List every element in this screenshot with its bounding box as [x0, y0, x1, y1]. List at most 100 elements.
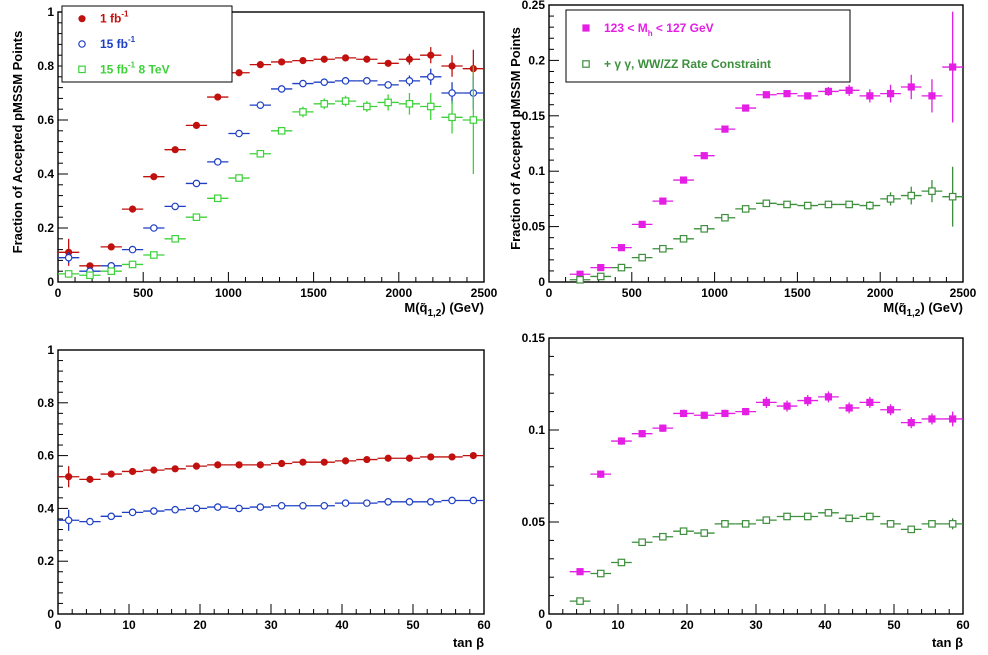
y-axis-label: Fraction of Accepted pMSSM Points — [508, 27, 523, 250]
data-point — [65, 473, 73, 481]
y-tick-label: 0.8 — [37, 59, 54, 73]
data-point — [150, 251, 158, 259]
data-point — [803, 201, 812, 210]
x-tick-label: 10 — [122, 618, 136, 632]
x-tick-label: 0 — [546, 618, 553, 632]
data-point — [171, 202, 179, 211]
data-point — [742, 407, 750, 416]
legend-entry: 15 fb-1 8 TeV — [100, 60, 170, 76]
data-point — [277, 501, 286, 510]
data-point — [469, 116, 478, 124]
data-point — [762, 398, 770, 407]
plot-frame — [57, 349, 485, 615]
data-point — [783, 402, 791, 410]
data-point — [679, 234, 688, 243]
data-point — [596, 569, 605, 578]
data-point — [700, 411, 708, 419]
data-point — [128, 467, 137, 476]
x-tick-label: 20 — [680, 618, 694, 632]
y-tick-label: 0.15 — [522, 109, 546, 123]
data-point — [721, 213, 729, 222]
data-point — [278, 459, 286, 468]
data-point — [213, 194, 222, 203]
legend-marker — [78, 65, 86, 74]
data-point — [928, 187, 936, 195]
legend: 1 fb-1 15 fb-1 15 fb-1 8 TeV — [61, 5, 233, 83]
data-point — [107, 267, 116, 276]
data-point — [742, 104, 750, 112]
data-point — [384, 497, 392, 506]
data-series — [58, 496, 484, 531]
data-point — [427, 453, 435, 461]
data-point — [907, 191, 916, 200]
data-point — [700, 225, 709, 233]
legend-marker — [582, 60, 590, 68]
data-point — [762, 91, 770, 99]
data-point — [277, 126, 286, 135]
x-tick-label: 50 — [887, 618, 901, 632]
data-point — [824, 87, 833, 96]
data-point — [679, 176, 688, 184]
y-tick-label: 0.6 — [37, 113, 54, 127]
y-tick-label: 0.25 — [522, 0, 546, 12]
data-point — [128, 260, 137, 269]
data-point — [721, 409, 729, 418]
data-point — [659, 424, 667, 432]
data-point — [405, 99, 414, 108]
data-point — [171, 235, 179, 243]
data-point — [426, 497, 435, 506]
data-point — [150, 224, 158, 232]
data-point — [804, 396, 812, 405]
data-point — [192, 121, 201, 130]
data-series — [569, 509, 963, 605]
data-point — [638, 538, 646, 547]
legend-marker — [78, 15, 86, 23]
data-point — [341, 457, 350, 465]
data-point — [320, 458, 328, 466]
data-point — [762, 516, 771, 524]
data-point — [299, 108, 307, 116]
data-point — [363, 455, 371, 464]
data-point — [235, 504, 243, 513]
data-series — [569, 166, 963, 284]
legend-marker — [78, 40, 86, 48]
x-tick-label: 2500 — [950, 286, 977, 300]
x-axis-label: tan β — [932, 635, 963, 650]
x-tick-label: 500 — [622, 286, 642, 300]
data-point — [845, 200, 853, 209]
data-point — [469, 451, 477, 460]
legend-marker — [582, 24, 590, 32]
plot-frame — [548, 337, 964, 615]
data-point — [171, 505, 179, 514]
x-tick-label: 500 — [133, 286, 153, 300]
x-tick-label: 1500 — [300, 286, 327, 300]
data-point — [679, 527, 688, 536]
data-point — [721, 125, 729, 133]
data-point — [128, 508, 137, 517]
legend-box — [61, 5, 233, 83]
data-point — [363, 55, 371, 63]
x-axis-label: tan β — [453, 635, 484, 650]
data-point — [804, 92, 812, 100]
data-point — [866, 512, 874, 521]
data-point — [700, 529, 709, 537]
data-point — [405, 55, 414, 63]
y-tick-label: 0.2 — [37, 554, 54, 568]
x-tick-label: 2500 — [471, 286, 498, 300]
data-point — [107, 512, 116, 521]
x-tick-label: 2000 — [385, 286, 412, 300]
data-series — [58, 47, 484, 270]
y-tick-label: 0.2 — [528, 53, 545, 67]
panel-bottom-right: 0 10 20 30 40 50 60 0 0.05 0.1 0.15 tan β — [522, 331, 970, 650]
data-point — [64, 253, 73, 262]
data-point — [320, 501, 329, 510]
data-point — [469, 496, 478, 505]
data-point — [341, 97, 350, 105]
data-point — [150, 466, 158, 474]
x-tick-label: 1500 — [784, 286, 811, 300]
data-point — [235, 129, 243, 138]
legend-entry: 15 fb-1 — [100, 35, 136, 51]
x-tick-label: 0 — [55, 286, 62, 300]
data-point — [277, 85, 286, 93]
data-point — [886, 195, 895, 203]
